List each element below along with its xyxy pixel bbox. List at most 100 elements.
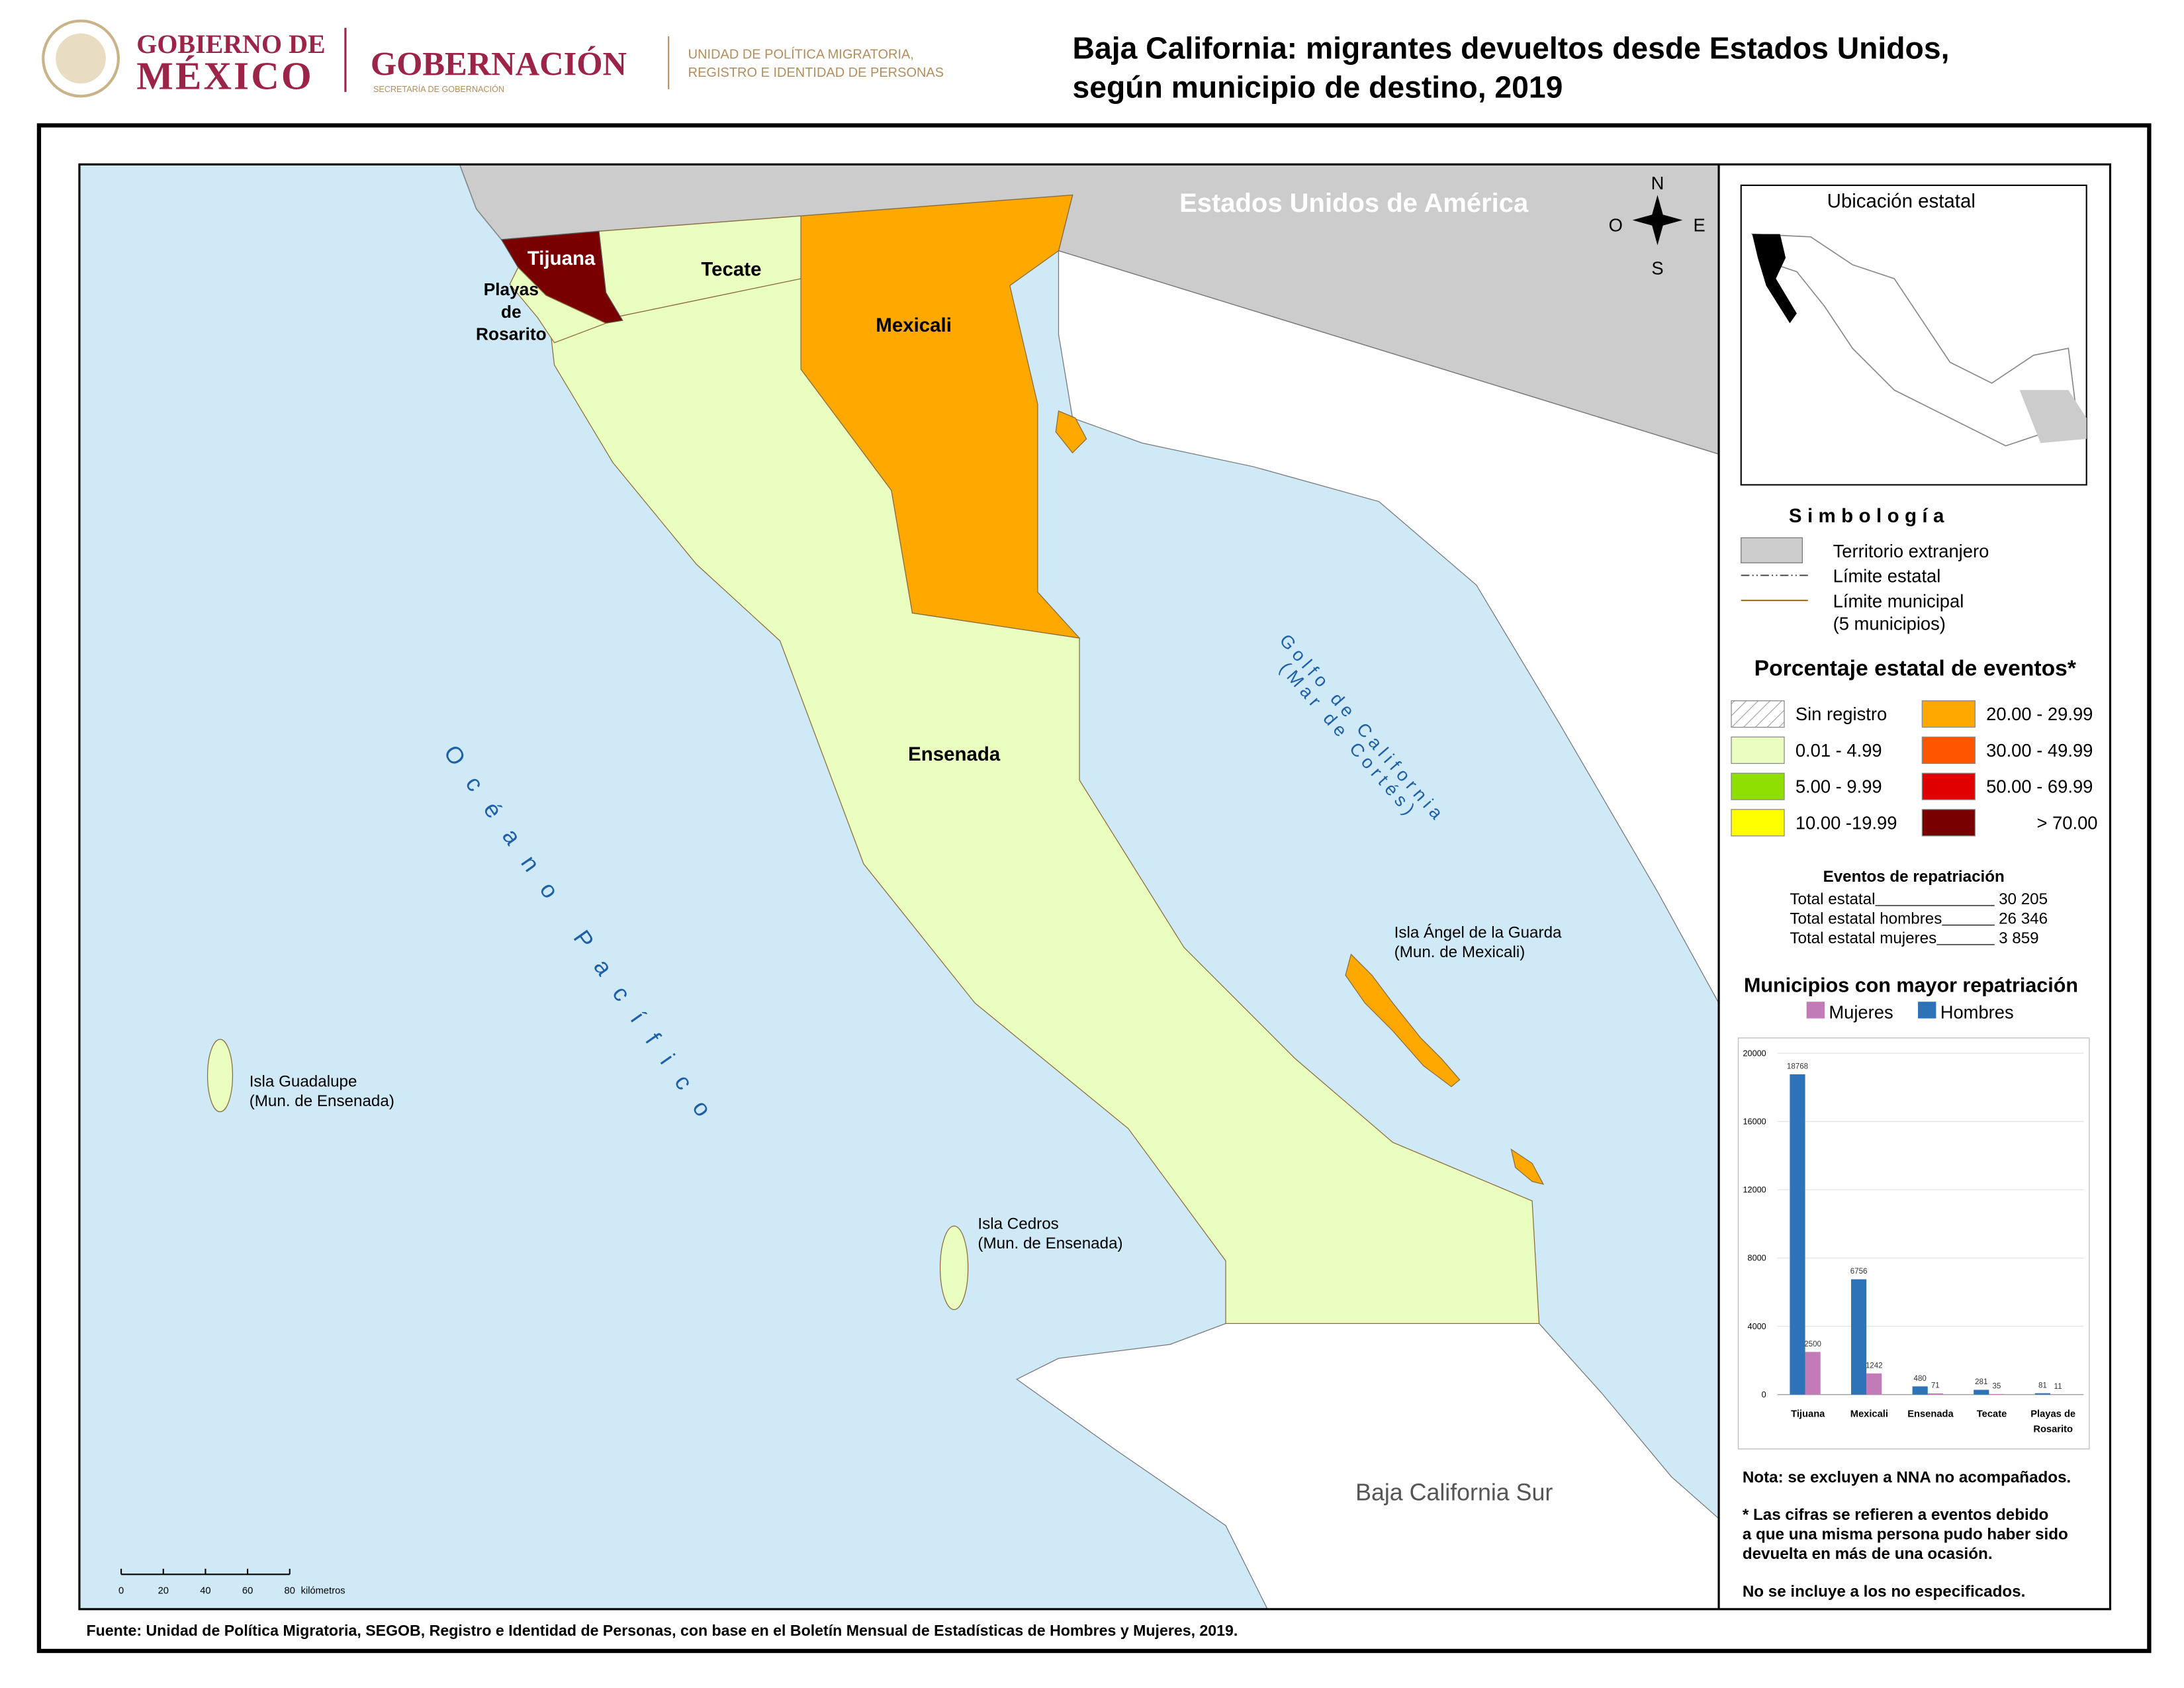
compass-label: S [1651,258,1663,279]
compass-label: O [1609,214,1623,235]
stats-label: Total estatal [1790,890,1875,908]
unit-line2: REGISTRO E IDENTIDAD DE PERSONAS [688,66,944,80]
legend-label: Sin registro [1796,704,1887,724]
value-label: 35 [1992,1382,2001,1390]
symbol-label: (5 municipios) [1833,613,1946,633]
stats-title: Eventos de repatriación [1823,868,2005,886]
ministry: GOBERNACIÓN [371,46,627,83]
legend-swatch [1731,736,1785,764]
value-label: 1242 [1866,1362,1883,1370]
compass-label: E [1693,214,1705,235]
island-label: Isla Guadalupe [250,1073,357,1091]
isla-cedros [939,1225,969,1311]
compass: N S E O [1609,173,1706,278]
bar [1974,1389,1989,1395]
compass-needle [1632,213,1683,228]
baja-california-highlight [1752,234,1797,324]
municipality-label: Mexicali [876,314,952,336]
map-frame [78,163,2112,1611]
scale-bar: 0 20 40 60 80 kilómetros [118,1568,345,1597]
island-label: (Mun. de Ensenada) [250,1092,394,1110]
symbol-label: Territorio extranjero [1833,541,1989,561]
compass-label: N [1651,173,1664,193]
legend-label: 50.00 - 69.99 [1986,776,2093,797]
municipality-label: Tijuana [527,248,596,269]
scale-label: 40 [200,1586,210,1597]
note: devuelta en más de una ocasión. [1743,1545,1993,1563]
island-label: (Mun. de Mexicali) [1394,943,1525,961]
note: No se incluye a los no especificados. [1743,1583,2025,1601]
stats: Eventos de repatriación Total estatal 30 2… [1790,868,2048,947]
note: Nota: se excluyen a NNA no acompañados. [1743,1468,2071,1486]
inset: Ubicación estatal [1740,184,2087,486]
bar [2034,1393,2050,1395]
legend-swatch [1806,1002,1825,1019]
value-label: 11 [2054,1383,2062,1391]
bar [1866,1373,1882,1395]
stats-value: 30 205 [1999,890,2048,908]
municipality-label: Playas [484,279,539,299]
gov-line2: MÉXICO [136,54,314,98]
seal [42,19,120,98]
notes: Nota: se excluyen a NNA no acompañados. *… [1743,1468,2071,1601]
bar [1805,1352,1821,1395]
x-tick-label: Tijuana [1791,1409,1825,1419]
y-tick-label: 16000 [1743,1117,1766,1126]
legend-swatch [1918,1002,1936,1019]
unit-line1: UNIDAD DE POLÍTICA MIGRATORIA, [688,46,914,62]
y-tick-label: 0 [1762,1390,1766,1399]
state-label: Baja California Sur [1355,1479,1553,1506]
legend-swatch [1731,700,1785,728]
legend-label: 20.00 - 29.99 [1986,704,2093,724]
symbology: Simbología Territorio extranjero Límite … [1741,505,1989,633]
stats-label: Total estatal mujeres [1790,929,1936,947]
y-tick-label: 8000 [1748,1254,1766,1263]
legend-swatch [1921,773,1976,800]
value-label: 281 [1975,1378,1987,1386]
chart-title: Municipios con mayor repatriación [1744,974,2078,997]
symbol-label: Límite municipal [1833,591,1964,612]
x-tick-label-line: Rosarito [2033,1425,2073,1435]
value-label: 81 [2038,1382,2047,1389]
legend-label: > 70.00 [2036,812,2097,833]
municipality-label: Ensenada [908,743,1001,765]
island-label: (Mun. de Ensenada) [978,1235,1122,1252]
stats-value: 3 859 [1999,929,2039,947]
x-tick-label: Mexicali [1850,1409,1888,1419]
legend-label: 10.00 -19.99 [1796,812,1897,833]
header: GOBIERNO DE MÉXICO GOBERNACIÓN SECRETARÍ… [42,19,1949,104]
playas-de-rosarito [509,267,608,344]
scale-label: 0 [118,1586,124,1597]
municipality-label: de [501,302,522,322]
isla-angel-de-la-guarda [1345,953,1461,1088]
title-line2: según municipio de destino, 2019 [1073,70,1563,104]
value-label: 480 [1914,1375,1927,1383]
value-label: 2500 [1804,1340,1821,1348]
ministry-sub: SECRETARÍA DE GOBERNACIÓN [373,84,504,94]
y-tick-label: 12000 [1743,1186,1766,1195]
source: Fuente: Unidad de Política Migratoria, S… [86,1622,1238,1639]
legend-label: 5.00 - 9.99 [1796,776,1882,797]
chart: Municipios con mayor repatriación Mujeres… [1737,974,2090,1450]
symbol-foreign [1741,537,1803,563]
stats-value: 26 346 [1999,910,2048,927]
bar [1927,1393,1943,1395]
symbol-label: Límite estatal [1833,566,1941,586]
legend-swatch [1731,809,1785,837]
scale-unit: kilómetros [301,1586,345,1597]
legend: Sin registro 0.01 - 4.99 5.00 - 9.99 10.00 … [1731,700,2098,837]
scale-label: 20 [158,1586,169,1597]
note: a que una misma persona pudo haber sido [1743,1526,2068,1544]
value-label: 6756 [1850,1268,1868,1276]
mexicali [800,194,1081,639]
isla-guadalupe [206,1039,234,1113]
island-label: Isla Ángel de la Guarda [1394,923,1562,941]
map: Estados Unidos de América Tijuana Tecate… [79,164,1719,1610]
bar [1851,1279,1867,1395]
legend-label: Mujeres [1829,1002,1893,1023]
y-tick-label: 20000 [1743,1049,1766,1058]
legend-swatch [1921,809,1976,837]
scale-label: 80 [285,1586,295,1597]
x-tick-label: Ensenada [1907,1409,1954,1419]
